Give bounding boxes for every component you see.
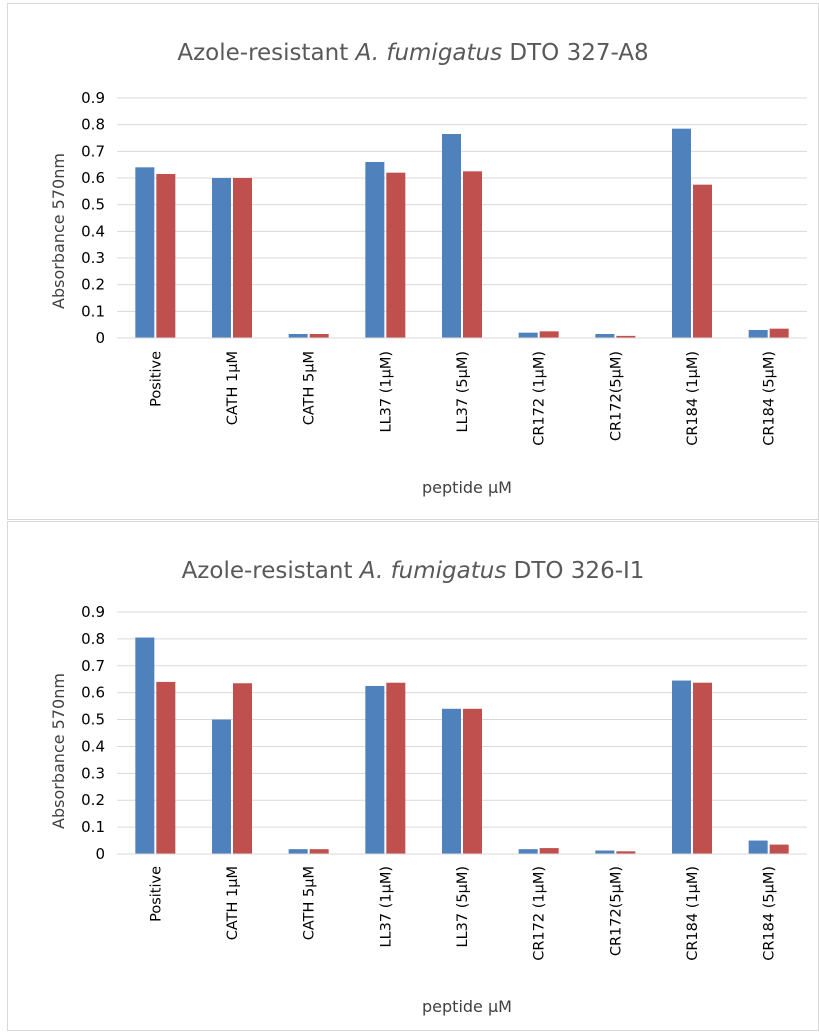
y-tick-label: 0.2 [81,791,105,809]
category-label: LL37 (5µM) [455,351,471,433]
category-label: Positive [148,351,164,407]
bar-blue-5 [518,849,538,854]
category-label: CATH 1µM [225,866,241,940]
category-label: Positive [148,866,164,922]
bar-red-7 [693,184,712,338]
bar-blue-6 [595,334,615,338]
bar-blue-8 [748,330,768,338]
bar-blue-5 [518,332,538,338]
bar-red-6 [616,335,636,338]
bar-chart-top: Azole-resistant A. fumigatus DTO 327-A8 … [49,40,807,497]
bar-blue-7 [672,680,691,854]
chart-title: Azole-resistant A. fumigatus DTO 326-I1 [182,558,645,584]
bar-red-1 [233,178,252,338]
bar-blue-4 [442,134,461,338]
category-label: CR184 (1µM) [685,351,701,446]
y-tick-label: 0.9 [81,89,105,107]
y-tick-label: 0.3 [81,249,105,267]
y-tick-label: 0.6 [81,684,105,702]
bar-red-8 [769,328,789,338]
x-axis-title: peptide µM [422,997,512,1016]
bar-blue-3 [365,162,385,338]
y-tick-label: 0.3 [81,764,105,782]
x-axis-title: peptide µM [422,478,512,497]
bar-red-2 [309,334,329,338]
gridlines [117,611,807,828]
category-label: CATH 1µM [225,351,241,425]
bar-blue-0 [135,637,155,854]
bar-red-3 [386,172,406,338]
category-label: LL37 (5µM) [455,866,471,948]
bar-red-6 [616,851,636,854]
y-tick-labels: 0 0.1 0.2 0.3 0.4 0.5 0.6 0.7 0.8 0.9 [81,603,105,863]
category-label: LL37 (1µM) [378,866,394,948]
category-label: CR184 (5µM) [762,866,778,961]
bar-blue-2 [288,849,308,854]
bar-red-0 [156,174,176,338]
bar-blue-1 [212,178,231,338]
bar-blue-1 [212,719,231,854]
category-label: CR172(5µM) [608,866,624,956]
y-tick-label: 0.8 [81,630,105,648]
bar-red-5 [539,331,559,338]
y-tick-label: 0.1 [81,818,105,836]
y-tick-label: 0.5 [81,711,105,729]
chart-title: Azole-resistant A. fumigatus DTO 327-A8 [177,40,648,66]
y-tick-label: 0 [95,329,105,347]
bar-red-2 [309,849,329,854]
bar-red-7 [693,682,712,854]
bar-red-5 [539,848,559,854]
y-tick-label: 0.9 [81,603,105,621]
bar-blue-0 [135,167,155,338]
category-label: CR172(5µM) [608,351,624,441]
bar-blue-3 [365,685,385,854]
category-label: LL37 (1µM) [378,351,394,433]
y-tick-label: 0.4 [81,737,105,755]
y-tick-labels: 0 0.1 0.2 0.3 0.4 0.5 0.6 0.7 0.8 0.9 [81,89,105,347]
bar-red-8 [769,844,789,854]
y-tick-label: 0.1 [81,302,105,320]
y-tick-label: 0 [95,845,105,863]
y-tick-label: 0.7 [81,657,105,675]
bar-chart-bottom: Azole-resistant A. fumigatus DTO 326-I1 … [49,558,807,1016]
bar-blue-7 [672,128,691,338]
category-label: CATH 5µM [302,866,318,940]
bars [135,128,789,338]
bar-red-1 [233,683,252,854]
bar-red-4 [463,708,482,854]
y-axis-title: Absorbance 570nm [49,153,68,309]
bar-blue-4 [442,708,461,854]
gridlines [117,97,807,312]
chart-panel-top: Azole-resistant A. fumigatus DTO 327-A8 … [7,3,819,520]
bar-red-0 [156,681,176,854]
bar-blue-8 [748,840,768,854]
category-label: CR184 (1µM) [685,866,701,961]
category-labels: Positive CATH 1µM CATH 5µM LL37 (1µM) LL37 (… [148,866,777,961]
bar-blue-6 [595,850,615,854]
bar-red-3 [386,682,406,854]
y-tick-label: 0.5 [81,196,105,214]
y-tick-label: 0.2 [81,276,105,294]
chart-panel-bottom: Azole-resistant A. fumigatus DTO 326-I1 … [7,521,819,1031]
y-axis-title: Absorbance 570nm [49,673,68,829]
category-label: CR184 (5µM) [762,351,778,446]
bar-red-4 [463,171,482,338]
category-label: CATH 5µM [302,351,318,425]
category-labels: Positive CATH 1µM CATH 5µM LL37 (1µM) LL37 (… [148,351,777,446]
category-label: CR172 (1µM) [532,351,548,446]
y-tick-label: 0.6 [81,169,105,187]
bar-blue-2 [288,334,308,338]
bars [135,637,789,854]
y-tick-label: 0.8 [81,116,105,134]
y-tick-label: 0.7 [81,142,105,160]
y-tick-label: 0.4 [81,222,105,240]
category-label: CR172 (1µM) [532,866,548,961]
